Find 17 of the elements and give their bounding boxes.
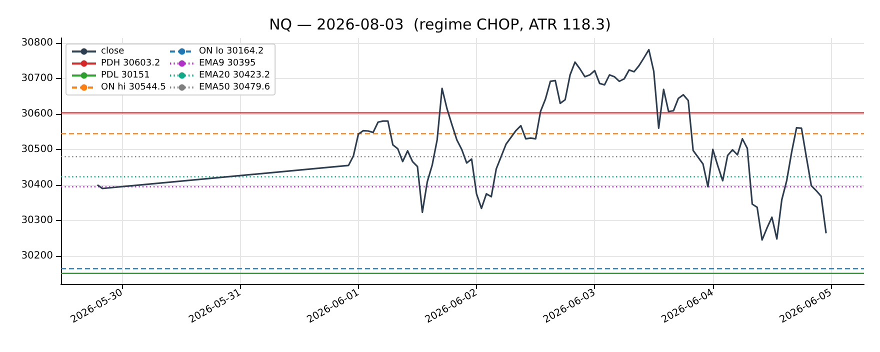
legend-label: EMA9 30395 xyxy=(198,58,256,68)
legend-label: EMA20 30423.2 xyxy=(198,70,270,80)
y-tick-label: 30800 xyxy=(21,37,53,48)
legend-label: PDL 30151 xyxy=(101,70,150,80)
y-tick-label: 30300 xyxy=(21,214,53,226)
legend-label: ON hi 30544.5 xyxy=(101,82,166,92)
y-tick-label: 30500 xyxy=(21,144,53,155)
y-tick-label: 30700 xyxy=(21,72,53,84)
legend-label: close xyxy=(101,46,125,56)
y-tick-label: 30600 xyxy=(21,108,53,120)
legend-label: EMA50 30479.6 xyxy=(198,82,270,92)
line-series xyxy=(96,48,827,241)
chart-title: NQ — 2026-08-03 (regime CHOP, ATR 118.3) xyxy=(269,16,611,34)
y-tick-label: 30200 xyxy=(21,250,53,262)
legend-label: PDH 30603.2 xyxy=(101,58,160,68)
y-tick-label: 30400 xyxy=(21,179,53,190)
legend-label: ON lo 30164.2 xyxy=(198,46,264,56)
